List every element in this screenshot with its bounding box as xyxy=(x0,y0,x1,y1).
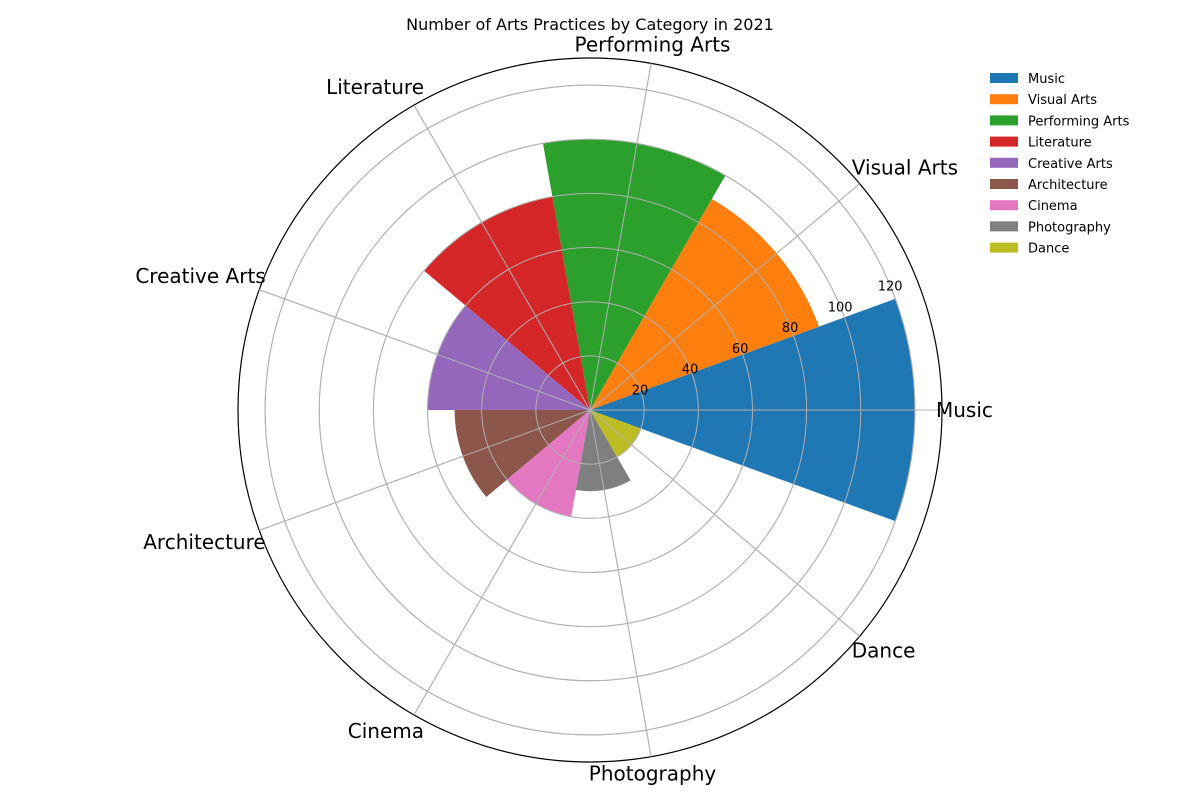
legend-label-music: Music xyxy=(1028,72,1065,87)
legend: Music Visual Arts Performing Arts Literatur… xyxy=(990,72,1130,257)
radial-tick-60: 60 xyxy=(732,342,749,357)
grid-overlay-spoke-3 xyxy=(413,104,591,411)
category-label-cinema: Cinema xyxy=(348,719,424,743)
legend-swatch-performing-arts xyxy=(990,115,1018,126)
category-label-creative-arts: Creative Arts xyxy=(135,264,265,288)
radial-tick-labels: 20 40 60 80 100 120 xyxy=(632,280,903,399)
bar-architecture xyxy=(454,410,590,498)
radial-tick-120: 120 xyxy=(878,280,903,295)
category-label-dance: Dance xyxy=(852,638,916,662)
chart-title: Number of Arts Practices by Category in … xyxy=(406,15,774,34)
grid-overlay-spoke-8 xyxy=(589,409,860,637)
bar-dance xyxy=(590,410,641,457)
legend-label-architecture: Architecture xyxy=(1028,178,1108,193)
bar-creative-arts xyxy=(427,305,590,410)
legend-swatch-architecture xyxy=(990,179,1018,189)
legend-swatch-cinema xyxy=(990,200,1018,211)
radial-tick-20: 20 xyxy=(632,383,649,398)
grid-overlay-spoke-6 xyxy=(413,409,591,716)
radial-tick-80: 80 xyxy=(782,321,799,336)
legend-swatch-dance xyxy=(990,242,1018,253)
legend-label-performing-arts: Performing Arts xyxy=(1028,114,1130,129)
category-label-music: Music xyxy=(936,398,993,422)
bar-literature xyxy=(424,196,590,410)
category-label-literature: Literature xyxy=(326,75,424,99)
legend-swatch-visual-arts xyxy=(990,94,1018,105)
grid-overlay-spoke-7 xyxy=(589,409,652,757)
legend-swatch-music xyxy=(990,73,1018,83)
grid-overlay-spoke-1 xyxy=(589,183,860,411)
grid-overlay xyxy=(259,63,942,757)
bar-visual-arts xyxy=(590,198,819,410)
legend-label-literature: Literature xyxy=(1028,136,1092,151)
category-label-performing-arts: Performing Arts xyxy=(575,32,731,56)
category-label-photography: Photography xyxy=(589,762,717,786)
legend-swatch-literature xyxy=(990,136,1018,147)
legend-label-photography: Photography xyxy=(1028,220,1111,235)
bar-cinema xyxy=(507,410,590,517)
legend-label-visual-arts: Visual Arts xyxy=(1028,93,1097,108)
legend-label-cinema: Cinema xyxy=(1028,199,1078,214)
legend-swatch-photography xyxy=(990,221,1018,232)
radial-tick-100: 100 xyxy=(828,300,853,315)
category-label-visual-arts: Visual Arts xyxy=(852,156,958,180)
category-labels: Music Visual Arts Performing Arts Literatur… xyxy=(135,32,993,785)
legend-label-creative-arts: Creative Arts xyxy=(1028,157,1113,172)
grid-overlay-spoke-2 xyxy=(589,63,652,411)
category-label-architecture: Architecture xyxy=(143,530,265,554)
grid-overlay-spoke-5 xyxy=(259,409,591,531)
bars xyxy=(424,139,915,522)
bar-photography xyxy=(575,410,631,492)
radial-tick-40: 40 xyxy=(682,363,699,378)
bar-performing-arts xyxy=(542,139,726,410)
legend-label-dance: Dance xyxy=(1028,242,1069,257)
legend-swatch-creative-arts xyxy=(990,157,1018,168)
grid-overlay-spoke-4 xyxy=(259,289,591,411)
